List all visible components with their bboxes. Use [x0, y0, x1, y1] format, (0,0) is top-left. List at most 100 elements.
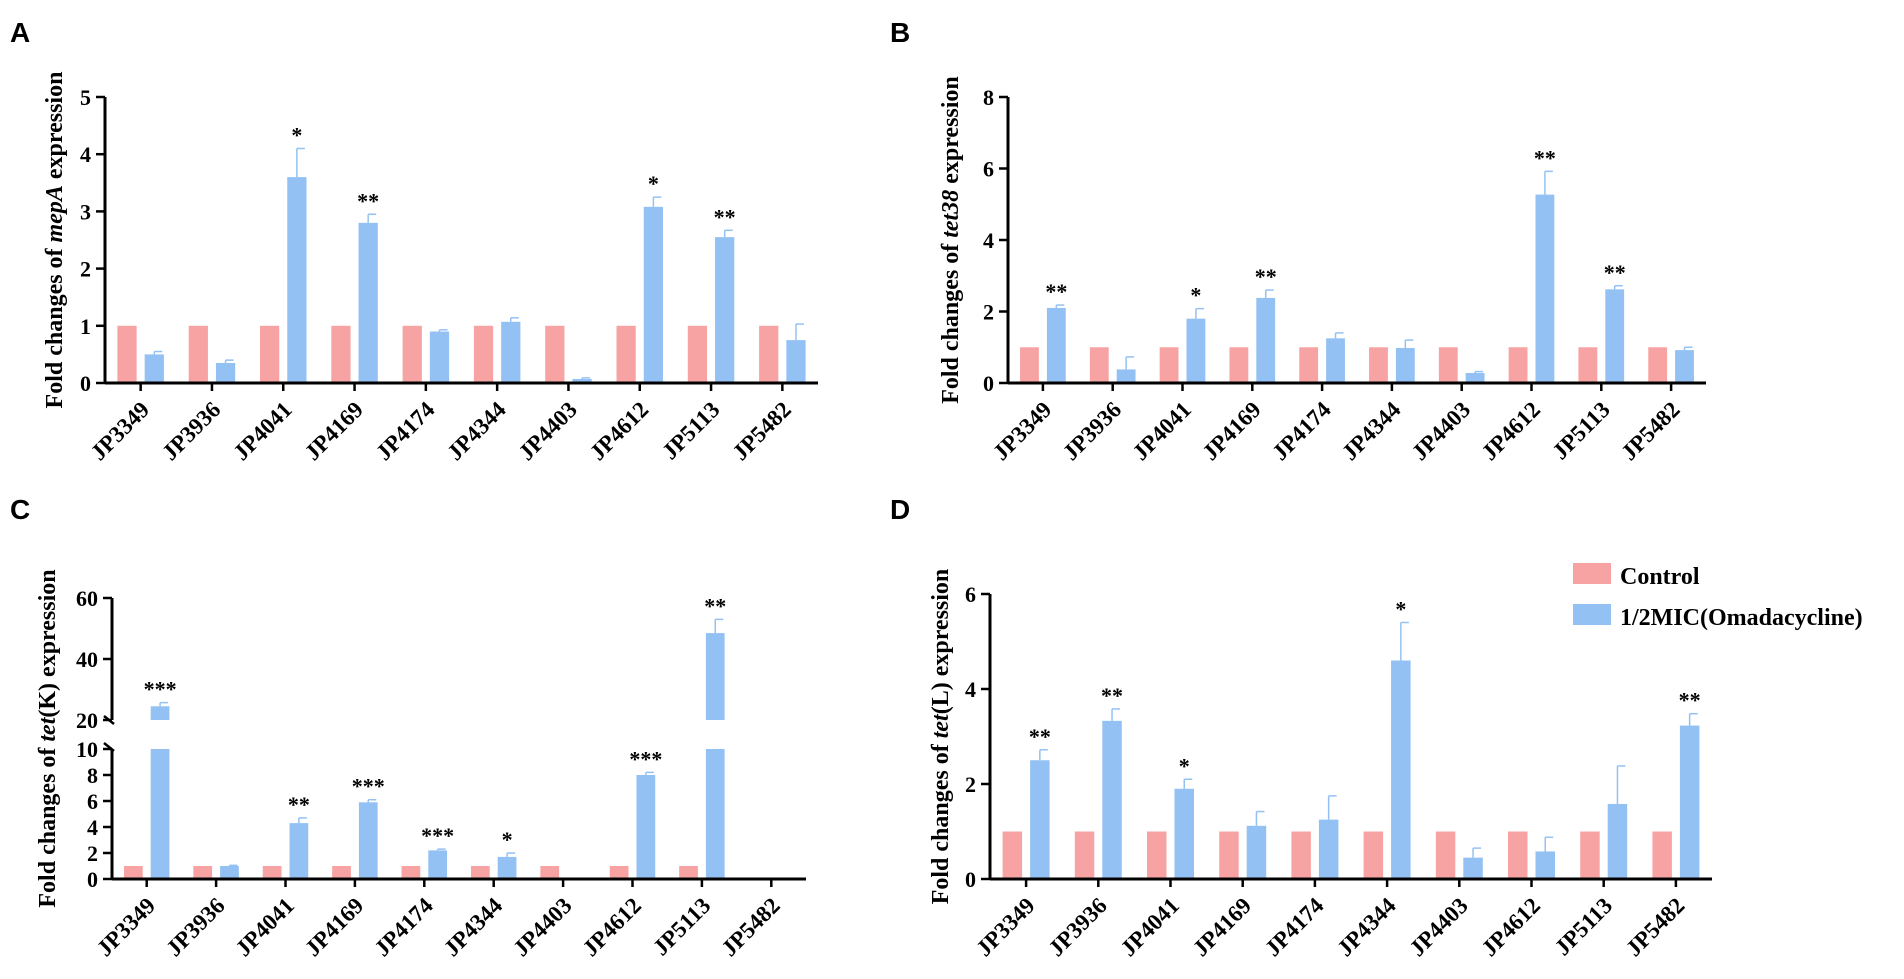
- bar-control: [188, 325, 208, 383]
- panel-label: B: [890, 17, 910, 48]
- legend-swatch-treatment: [1573, 604, 1611, 625]
- legend-label-treatment: 1/2MIC(Omadacycline): [1620, 605, 1863, 631]
- legend-swatch-control: [1573, 563, 1611, 584]
- bar-treatment: [144, 354, 164, 383]
- x-tick-label: JP4174: [371, 397, 440, 466]
- significance-marker: ***: [629, 746, 662, 771]
- x-tick-label: JP4174: [1267, 397, 1336, 466]
- axis-break-mark: [103, 742, 115, 752]
- bar-control: [262, 866, 282, 879]
- significance-marker: *: [1190, 283, 1201, 308]
- y-tick-label: 20: [76, 708, 98, 733]
- bar-control: [1159, 347, 1179, 383]
- bar-treatment: [1395, 347, 1415, 383]
- significance-marker: **: [1101, 683, 1123, 708]
- x-tick-label: JP4169: [300, 893, 368, 961]
- bar-treatment: [289, 823, 309, 879]
- y-tick-label: 0: [965, 867, 976, 892]
- bar-control: [117, 325, 137, 383]
- bar-treatment: [1186, 318, 1206, 383]
- bar-control: [259, 325, 280, 383]
- significance-marker: ***: [144, 677, 177, 702]
- significance-marker: **: [1534, 145, 1556, 170]
- y-tick-label: 3: [80, 199, 91, 224]
- bar-control: [401, 866, 421, 879]
- bar-control: [616, 325, 636, 383]
- bar-treatment: [358, 222, 378, 383]
- bar-treatment: [572, 378, 592, 383]
- bar-control: [1652, 831, 1672, 879]
- significance-marker: **: [714, 204, 736, 229]
- bar-control: [1369, 347, 1388, 383]
- x-tick-label: JP5482: [1621, 893, 1689, 961]
- x-tick-label: JP5113: [1550, 893, 1617, 960]
- x-tick-label: JP4041: [231, 893, 299, 961]
- bar-treatment: [1391, 660, 1411, 879]
- bar-treatment-upper: [150, 706, 170, 720]
- y-tick-label: 2: [965, 772, 976, 797]
- y-axis-label: Fold changes of tet(L) expression: [928, 569, 954, 905]
- bar-treatment-upper: [705, 633, 725, 720]
- x-tick-label: JP4174: [1260, 893, 1329, 962]
- significance-marker: *: [291, 122, 302, 147]
- y-tick-label: 60: [76, 586, 98, 611]
- y-tick-label: 2: [983, 300, 994, 325]
- bar-treatment: [1116, 369, 1136, 383]
- bar-treatment: [428, 850, 448, 879]
- bar-control: [1435, 831, 1456, 879]
- significance-marker: **: [1679, 688, 1701, 713]
- significance-marker: **: [288, 792, 310, 817]
- bar-control: [687, 325, 708, 383]
- x-tick-label: JP4403: [508, 893, 576, 961]
- y-tick-label: 4: [983, 228, 994, 253]
- significance-marker: *: [1395, 597, 1406, 622]
- bar-control: [1363, 831, 1384, 879]
- x-tick-label: JP4344: [1332, 893, 1401, 962]
- x-tick-label: JP4169: [300, 397, 368, 465]
- x-tick-label: JP4169: [1188, 893, 1256, 961]
- y-tick-label: 6: [965, 582, 976, 607]
- bar-treatment: [643, 206, 664, 383]
- bar-treatment: [501, 321, 521, 383]
- y-tick-label: 6: [87, 789, 98, 814]
- bar-control: [759, 325, 779, 383]
- axis-break-mark: [103, 715, 115, 725]
- x-tick-label: JP5482: [1616, 397, 1684, 465]
- y-tick-label: 40: [76, 647, 98, 672]
- bar-treatment: [786, 340, 806, 383]
- y-tick-label: 5: [80, 85, 91, 110]
- bar-control: [609, 866, 629, 879]
- bar-treatment: [1046, 307, 1066, 383]
- bar-treatment: [1318, 819, 1339, 879]
- significance-marker: ***: [421, 823, 454, 848]
- x-tick-label: JP4041: [1116, 893, 1184, 961]
- x-tick-label: JP4612: [578, 893, 646, 961]
- bar-treatment: [287, 177, 307, 383]
- bar-control: [470, 866, 490, 879]
- bar-treatment: [215, 362, 236, 383]
- y-tick-label: 4: [80, 142, 91, 167]
- significance-marker: **: [704, 593, 726, 618]
- bar-treatment: [1030, 760, 1050, 879]
- bar-treatment: [220, 866, 239, 879]
- y-tick-label: 4: [965, 677, 976, 702]
- x-tick-label: JP4612: [1477, 397, 1545, 465]
- panel-c: C Fold changes of tet(K) expression 024681…: [10, 494, 806, 961]
- bar-treatment: [715, 237, 735, 383]
- bar-treatment-lower: [150, 749, 170, 879]
- bar-treatment: [358, 802, 378, 879]
- bar-control: [193, 866, 213, 879]
- y-tick-label: 10: [76, 737, 98, 762]
- panel-label: A: [10, 17, 30, 48]
- bar-control: [1508, 831, 1528, 879]
- x-tick-label: JP5113: [1547, 397, 1614, 464]
- x-tick-label: JP4169: [1198, 397, 1266, 465]
- x-tick-label: JP5113: [657, 397, 724, 464]
- bar-treatment: [1256, 297, 1276, 383]
- bar-treatment: [1605, 289, 1625, 383]
- bar-treatment: [1465, 372, 1485, 383]
- bar-treatment: [1463, 857, 1483, 879]
